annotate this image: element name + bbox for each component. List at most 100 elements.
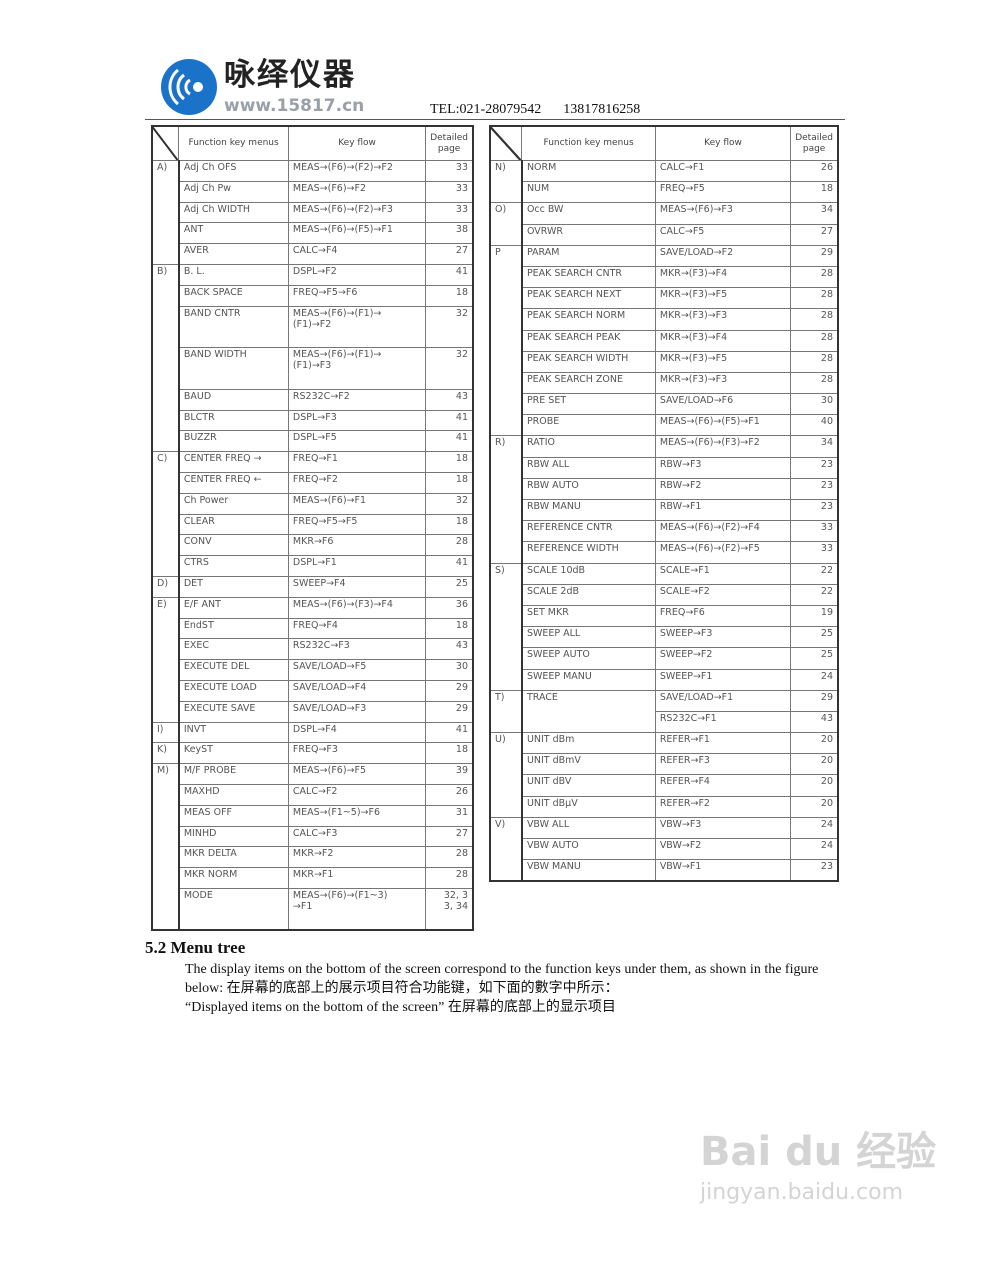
detailed-page: 41 <box>425 555 474 577</box>
detailed-page: 20 <box>790 774 839 797</box>
detailed-page: 28 <box>790 371 839 395</box>
table-row: U) UNIT dBm REFER→F1 20 <box>489 732 839 818</box>
detailed-page: 23 <box>790 498 839 522</box>
table-row: PEAK SEARCH ZONE MKR→(F3)→F3 28 <box>490 371 839 395</box>
header-key-flow: Key flow <box>654 125 792 161</box>
detailed-page: 34 <box>790 202 839 225</box>
key-flow: REFER→F2 <box>654 795 792 818</box>
table-row: Adj Ch Pw MEAS→(F6)→F2 33 <box>152 180 474 203</box>
detailed-page: 29 <box>790 689 839 712</box>
table-row: EXECUTE DEL SAVE/LOAD→F5 30 <box>152 659 474 681</box>
table-row: PEAK SEARCH CNTR MKR→(F3)→F4 28 <box>490 265 839 289</box>
menu-name: SWEEP ALL <box>521 626 656 649</box>
menu-name: INVT <box>178 721 289 744</box>
mobile-number: 13817816258 <box>563 102 641 117</box>
table-row: MINHD CALC→F3 27 <box>152 825 474 848</box>
detailed-page: 20 <box>790 732 839 755</box>
key-flow: MKR→F1 <box>287 867 427 889</box>
menu-name: BUZZR <box>178 430 289 453</box>
key-flow: FREQ→F3 <box>287 742 427 765</box>
key-flow: MEAS→(F1~5)→F6 <box>287 804 427 827</box>
menu-name: UNIT dBμV <box>521 795 656 818</box>
detailed-page: 18 <box>425 284 474 307</box>
key-flow: RBW→F3 <box>654 456 792 479</box>
menu-name: MKR DELTA <box>178 846 289 869</box>
detailed-page: 39 <box>425 763 474 785</box>
menu-name: CONV <box>178 534 289 557</box>
table-row: D) DET SWEEP→F4 25 <box>151 575 474 598</box>
table-row: BACK SPACE FREQ→F5→F6 18 <box>152 284 474 307</box>
detailed-page: 20 <box>790 753 839 776</box>
table-row: BAND WIDTH MEAS→(F6)→(F1)→ (F1)→F3 32 <box>152 347 474 390</box>
menu-name: RBW MANU <box>521 498 656 522</box>
group-letter: U) <box>489 732 523 818</box>
menu-name: TRACE <box>521 689 656 734</box>
table-row: A) Adj Ch OFS MEAS→(F6)→(F2)→F2 33 <box>151 160 474 265</box>
menu-name: Adj Ch Pw <box>178 180 289 203</box>
table-row: CTRS DSPL→F1 41 <box>152 555 474 577</box>
table-row: N) NORM CALC→F1 26 <box>489 159 839 203</box>
detailed-page: 33 <box>425 160 474 182</box>
detailed-page: 22 <box>790 583 839 606</box>
menu-name: RBW AUTO <box>521 477 656 501</box>
menu-name: UNIT dBV <box>521 774 656 797</box>
group-letter: B) <box>151 263 180 452</box>
menu-name: NUM <box>521 181 656 204</box>
detailed-page: 24 <box>790 837 839 861</box>
key-flow: SAVE/LOAD→F6 <box>654 393 792 416</box>
watermark: Bai du 经验 jingyan.baidu.com <box>700 1128 936 1206</box>
detailed-page: 40 <box>790 414 839 437</box>
table-row: CONV MKR→F6 28 <box>152 534 474 557</box>
brand-name: 咏绎仪器 <box>224 58 356 93</box>
brand-url: www.15817.cn <box>224 96 365 116</box>
menu-name: PEAK SEARCH CNTR <box>521 265 656 289</box>
key-flow: SWEEP→F4 <box>287 575 427 598</box>
key-flow: MEAS→(F6)→(F5)→F1 <box>287 222 427 245</box>
detailed-page: 41 <box>425 409 474 432</box>
key-flow: MKR→(F3)→F5 <box>654 350 792 373</box>
diagonal-corner-cell <box>151 125 180 161</box>
key-flow: REFER→F3 <box>654 753 792 776</box>
menu-name: OVRWR <box>521 223 656 246</box>
key-flow: FREQ→F1 <box>287 451 427 473</box>
detailed-page: 41 <box>425 263 474 286</box>
menu-name: EXECUTE DEL <box>178 659 289 681</box>
detailed-page: 41 <box>425 430 474 453</box>
detailed-page: 25 <box>790 626 839 649</box>
table-row: T) TRACE SAVE/LOAD→F1 29 <box>489 689 839 734</box>
table-row: MAXHD CALC→F2 26 <box>152 783 474 806</box>
table-header-row: Function key menus Key flow Detailed page <box>489 125 839 161</box>
key-flow: SAVE/LOAD→F5 <box>287 659 427 681</box>
detailed-page: 33 <box>425 180 474 203</box>
menu-name: MODE <box>178 887 289 931</box>
menu-name: PEAK SEARCH NEXT <box>521 287 656 310</box>
detailed-page: 22 <box>790 562 839 585</box>
menu-name: EXECUTE LOAD <box>178 679 289 702</box>
key-flow: MEAS→(F6)→F5 <box>287 763 427 785</box>
watermark-logo: Bai du 经验 <box>700 1129 937 1175</box>
key-flow: RBW→F1 <box>654 498 792 522</box>
detailed-page: 18 <box>425 451 474 473</box>
table-row: MKR NORM MKR→F1 28 <box>152 867 474 889</box>
key-flow: MEAS→(F6)→F1 <box>287 492 427 515</box>
menu-name: PEAK SEARCH ZONE <box>521 371 656 395</box>
table-row: PROBE MEAS→(F6)→(F5)→F1 40 <box>490 414 839 437</box>
header-menus: Function key menus <box>521 125 656 161</box>
key-flow: RS232C→F3 <box>287 638 427 661</box>
key-flow: MEAS→(F6)→F2 <box>287 180 427 203</box>
table-row: REFERENCE CNTR MEAS→(F6)→(F2)→F4 33 <box>490 520 839 543</box>
menu-name: VBW MANU <box>521 859 656 882</box>
table-row: V) VBW ALL VBW→F3 24 <box>489 816 839 881</box>
detailed-page: 18 <box>425 742 474 765</box>
detailed-page: 30 <box>790 393 839 416</box>
menu-name: MINHD <box>178 825 289 848</box>
menu-name: SCALE 10dB <box>521 562 656 585</box>
detailed-page: 43 <box>790 710 839 734</box>
menu-name: B. L. <box>178 263 289 286</box>
table-row: EXECUTE SAVE SAVE/LOAD→F3 29 <box>152 700 474 723</box>
detailed-page: 28 <box>425 534 474 557</box>
table-row: RBW MANU RBW→F1 23 <box>490 498 839 522</box>
group-letter: D) <box>151 575 180 598</box>
table-row: UNIT dBV REFER→F4 20 <box>490 774 839 797</box>
key-flow: REFER→F4 <box>654 774 792 797</box>
